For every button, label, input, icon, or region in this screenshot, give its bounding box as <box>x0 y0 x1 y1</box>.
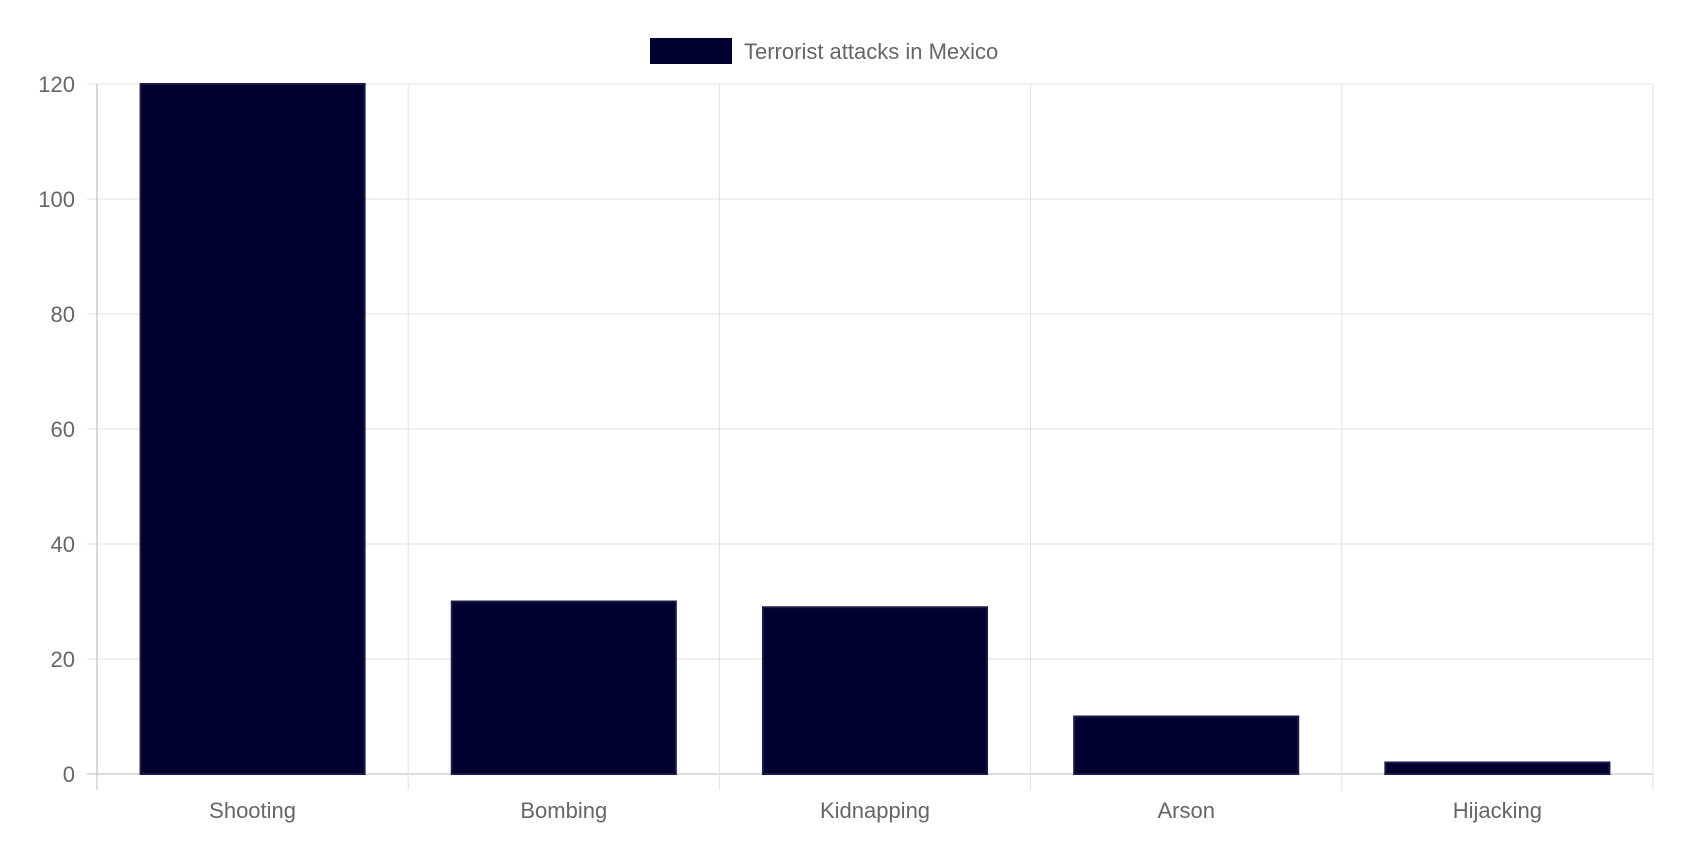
x-tick-label: Shooting <box>209 798 296 823</box>
y-tick-label: 60 <box>51 417 75 442</box>
y-tick-label: 40 <box>51 532 75 557</box>
y-tick-label: 120 <box>38 72 75 97</box>
x-tick-label: Kidnapping <box>820 798 930 823</box>
y-tick-label: 20 <box>51 647 75 672</box>
bar-arson[interactable] <box>1073 715 1300 775</box>
y-tick-label: 100 <box>38 187 75 212</box>
x-tick-label: Bombing <box>520 798 607 823</box>
bar-kidnapping[interactable] <box>761 606 989 775</box>
legend-swatch <box>650 38 732 64</box>
x-tick-label: Arson <box>1157 798 1214 823</box>
legend-label: Terrorist attacks in Mexico <box>744 39 998 64</box>
bar-bombing[interactable] <box>450 600 677 775</box>
bar-shooting[interactable] <box>139 83 366 775</box>
bars <box>139 83 1611 775</box>
legend[interactable]: Terrorist attacks in Mexico <box>650 38 998 64</box>
x-tick-label: Hijacking <box>1453 798 1542 823</box>
y-tick-label: 80 <box>51 302 75 327</box>
y-axis-tick-labels: 0 20 40 60 80 100 120 <box>38 72 75 787</box>
bar-hijacking[interactable] <box>1384 761 1611 775</box>
x-axis-tick-labels: Shooting Bombing Kidnapping Arson Hijacking <box>209 798 1542 823</box>
y-tick-label: 0 <box>63 762 75 787</box>
